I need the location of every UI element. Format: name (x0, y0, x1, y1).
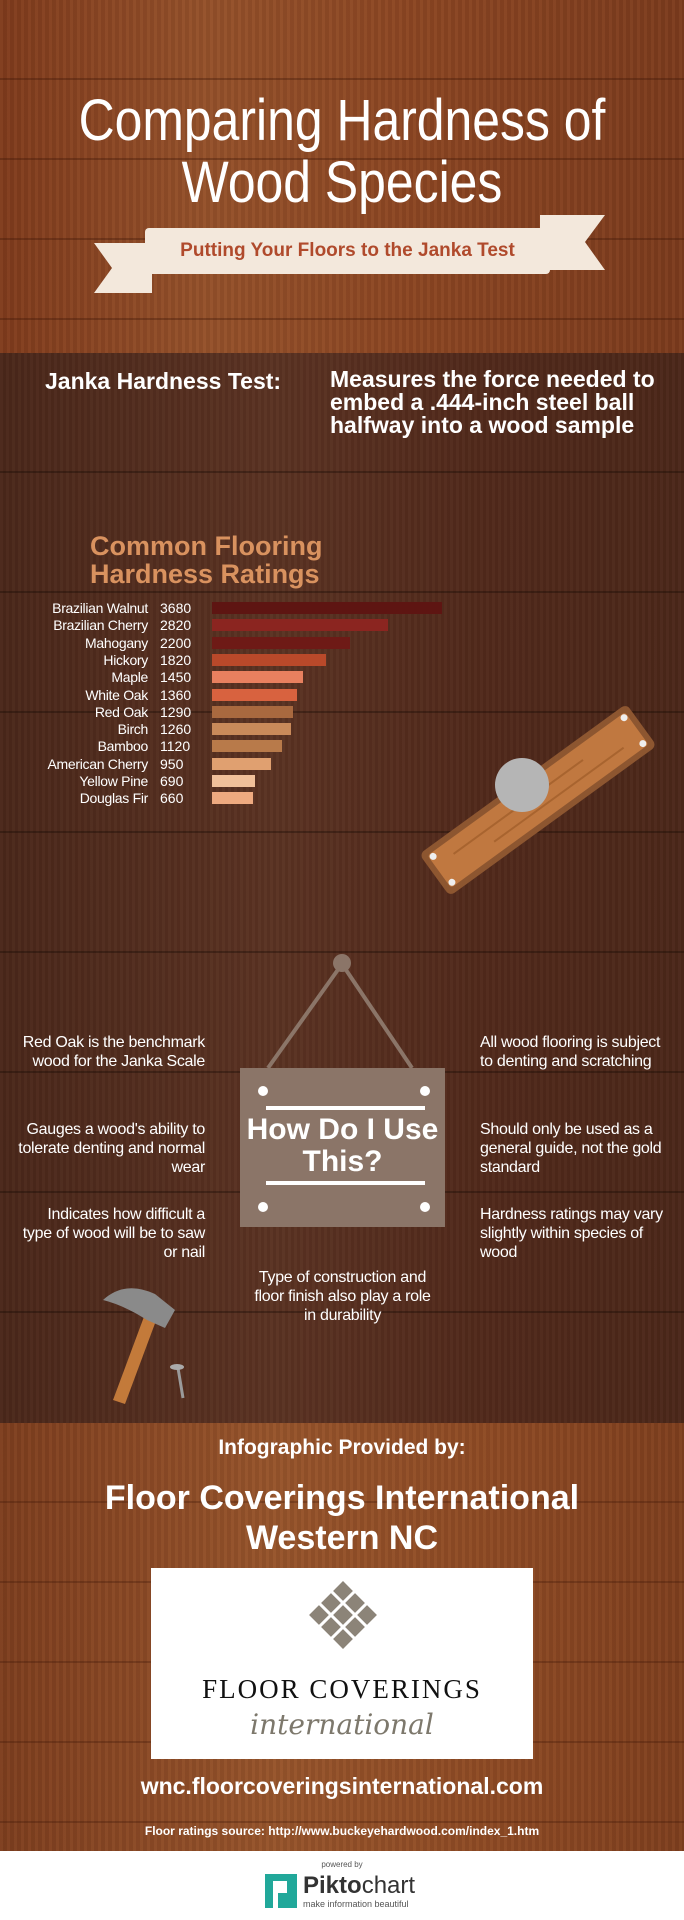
chart-row: Douglas Fir 660 (0, 790, 684, 807)
left-point-2: Gauges a wood's ability to tolerate dent… (18, 1121, 205, 1176)
provided-by-label: Infographic Provided by: (218, 1436, 466, 1459)
chart-title: Common Flooring Hardness Ratings (90, 531, 323, 589)
chart-row: American Cherry 950 (0, 756, 684, 773)
subtitle-ribbon: Putting Your Floors to the Janka Test (145, 228, 550, 274)
left-point-1: Red Oak is the benchmark wood for the Ja… (22, 1034, 206, 1070)
company-name-line-2: Western NC (245, 1519, 439, 1557)
bar-label: Bamboo (97, 738, 149, 755)
bar-value: 2820 (160, 617, 192, 634)
bar-value: 2200 (160, 634, 192, 651)
company-name: Floor Coverings International Western NC (0, 1478, 684, 1558)
diamond-tiles-logo-icon (309, 1581, 377, 1649)
bar (212, 619, 389, 632)
bar-label: Birch (117, 721, 149, 738)
page-title: Comparing Hardness of Wood Species (48, 90, 636, 214)
logo-script-text: international (250, 1708, 434, 1741)
chart-row: Birch 1260 (0, 721, 684, 738)
bar-label: Red Oak (94, 703, 148, 720)
bar-label: Douglas Fir (79, 790, 149, 807)
ratings-source: Floor ratings source: http://www.buckeye… (144, 1824, 540, 1838)
bar-value: 1450 (160, 669, 192, 686)
bar-value: 1360 (160, 686, 192, 703)
hammer-icon (103, 1288, 185, 1404)
center-point: Type of construction and floor finish al… (254, 1269, 431, 1324)
bar-value: 3680 (160, 600, 192, 616)
bar-label: Mahogany (85, 634, 148, 651)
bar-value: 950 (160, 755, 184, 772)
bar-value: 690 (160, 773, 184, 789)
bar-value: 1120 (160, 738, 191, 755)
title-line-1: Comparing Hardness of (78, 88, 606, 153)
bar-value: 1290 (160, 703, 192, 720)
bar-label: Brazilian Cherry (53, 617, 148, 634)
bar-label: American Cherry (47, 755, 148, 772)
bar (212, 688, 297, 701)
brand-chart: chart (361, 1872, 416, 1899)
how-to-use-sign: How Do I Use This? (240, 1068, 445, 1227)
company-name-line-1: Floor Coverings International (104, 1479, 580, 1517)
hardness-bar-chart: Brazilian Walnut 3680 Brazilian Cherry 2820… (0, 600, 684, 810)
brand-pikto: Pikto (303, 1872, 362, 1899)
left-point-3: Indicates how difficult a type of wood w… (22, 1206, 206, 1261)
bar (212, 757, 272, 770)
bar-label: White Oak (85, 686, 148, 703)
powered-by-label: powered by (321, 1860, 363, 1869)
janka-label: Janka Hardness Test: (45, 368, 282, 394)
chart-row: Brazilian Walnut 3680 (0, 600, 684, 617)
bar-value: 1820 (160, 651, 192, 668)
chart-row: Bamboo 1120 (0, 738, 684, 755)
sign-text: How Do I Use This? (246, 1113, 439, 1178)
bar (212, 775, 256, 787)
bar-label: Yellow Pine (79, 773, 148, 789)
bar-label: Maple (111, 669, 148, 686)
bar (212, 723, 291, 736)
nail-head-icon (333, 954, 351, 972)
chart-row: Yellow Pine 690 (0, 773, 684, 790)
steel-ball-icon (495, 758, 549, 812)
piktochart-logo-icon (265, 1874, 297, 1908)
company-url-link[interactable]: wnc.floorcoveringsinternational.com (140, 1773, 544, 1799)
bar (212, 636, 350, 649)
tagline: make information beautiful (303, 1899, 409, 1909)
janka-description: Measures the force needed to embed a .44… (330, 366, 655, 438)
janka-plank-illustration (421, 706, 655, 894)
chart-row: White Oak 1360 (0, 687, 684, 704)
bar-label: Brazilian Walnut (52, 600, 148, 616)
nail-icon (176, 1367, 185, 1399)
chart-row: Red Oak 1290 (0, 704, 684, 721)
bar (212, 740, 282, 753)
right-point-2: Should only be used as a general guide, … (480, 1121, 662, 1176)
bar (212, 671, 303, 684)
ribbon-tails (94, 215, 605, 293)
chart-row: Hickory 1820 (0, 652, 684, 669)
bar-value: 1260 (160, 721, 192, 738)
bar (212, 705, 293, 718)
bar (212, 653, 326, 666)
logo-text: FLOOR COVERINGS (202, 1674, 482, 1704)
header-section (0, 0, 684, 353)
chart-row: Mahogany 2200 (0, 635, 684, 652)
bar-label: Hickory (103, 651, 148, 668)
sign-string (266, 954, 414, 1070)
chart-row: Maple 1450 (0, 669, 684, 686)
bar (212, 792, 254, 805)
right-point-3: Hardness ratings may vary slightly withi… (480, 1206, 663, 1261)
chart-row: Brazilian Cherry 2820 (0, 617, 684, 634)
title-line-2: Wood Species (181, 150, 503, 215)
footer (0, 1851, 684, 1920)
bar-value: 660 (160, 790, 184, 807)
content-section (0, 353, 684, 1423)
bar (212, 602, 442, 614)
company-logo: FLOOR COVERINGS international (151, 1568, 533, 1759)
piktochart-logo[interactable]: Piktochart make information beautiful (265, 1872, 425, 1912)
right-point-1: All wood flooring is subject to denting … (480, 1034, 661, 1070)
